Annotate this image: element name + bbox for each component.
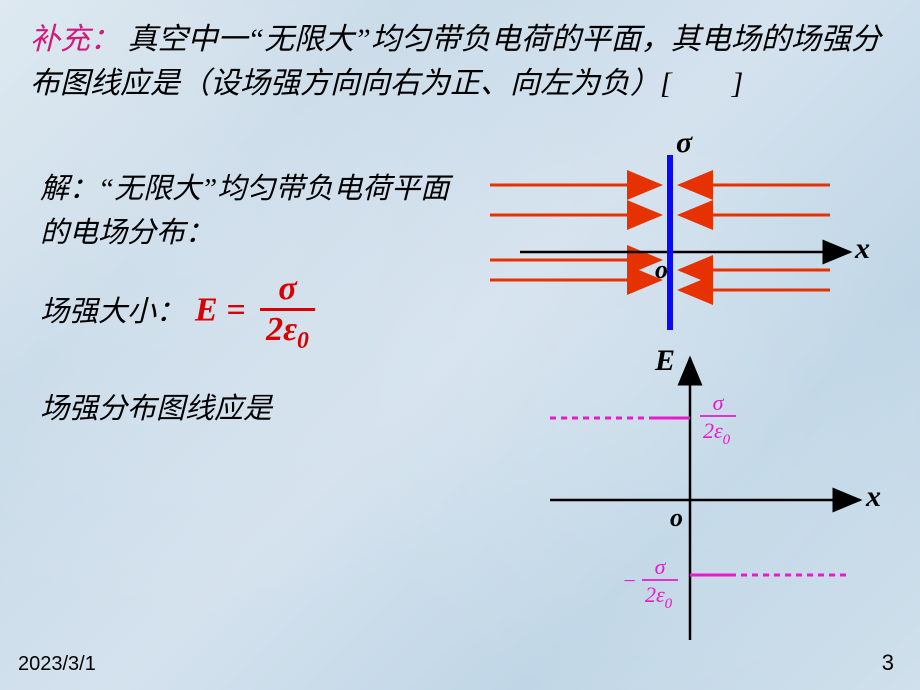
- graph-label: 场强分布图线应是: [40, 385, 272, 427]
- question-prefix: 补充：: [30, 23, 120, 56]
- x-axis-label: x: [854, 232, 870, 265]
- formula-eq: =: [218, 292, 254, 329]
- x-axis-label-2: x: [865, 480, 881, 513]
- svg-text:2ε0: 2ε0: [645, 582, 673, 612]
- formula-den: 2ε0: [260, 311, 315, 354]
- question-body: 真空中一“无限大”均匀带负电荷的平面，其电场的场强分布图线应是（设场强方向向右为…: [30, 23, 881, 100]
- svg-text:σ: σ: [713, 390, 725, 415]
- svg-text:σ: σ: [655, 554, 667, 579]
- origin-label: o: [655, 255, 668, 284]
- formula-E: E = σ 2ε0: [195, 272, 315, 354]
- origin-label-2: o: [670, 503, 683, 532]
- solution-line1: 解：“无限大”均匀带负电荷平面的电场分布：: [40, 168, 470, 255]
- question-block: 补充： 真空中一“无限大”均匀带负电荷的平面，其电场的场强分布图线应是（设场强方…: [30, 18, 890, 105]
- diagram2-svg: E x o σ 2ε0 − σ 2ε0: [540, 350, 900, 650]
- sigma-label: σ: [676, 126, 693, 159]
- E-axis-label: E: [654, 344, 675, 377]
- formula-lhs: E: [195, 292, 218, 329]
- footer-page: 3: [882, 650, 894, 676]
- diagram-field-arrows: σ o x: [490, 140, 890, 350]
- label-sigma-over-2eps0-neg: − σ 2ε0: [622, 554, 678, 612]
- svg-text:2ε0: 2ε0: [703, 418, 731, 448]
- formula-frac: σ 2ε0: [260, 272, 315, 354]
- formula-num: σ: [260, 272, 315, 311]
- footer-date: 2023/3/1: [18, 653, 96, 676]
- magnitude-label: 场强大小：: [40, 288, 185, 330]
- svg-text:−: −: [622, 568, 637, 593]
- diagram1-svg: σ o x: [490, 140, 890, 350]
- label-sigma-over-2eps0-pos: σ 2ε0: [700, 390, 736, 448]
- diagram-E-graph: E x o σ 2ε0 − σ 2ε0: [540, 350, 900, 650]
